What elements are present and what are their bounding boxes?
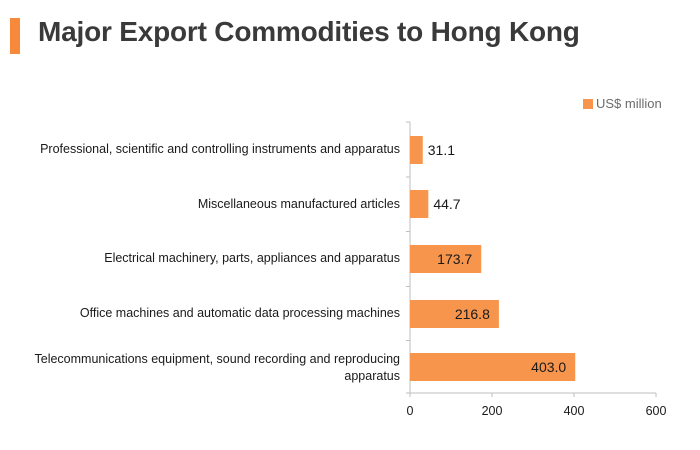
category-label: Office machines and automatic data proce…: [79, 306, 400, 320]
bar: [410, 136, 423, 164]
data-label: 44.7: [433, 196, 460, 212]
legend-swatch: [583, 98, 593, 109]
legend-label: US$ million: [596, 96, 662, 111]
category-label: Telecommunications equipment, sound reco…: [34, 352, 401, 383]
data-label: 31.1: [428, 142, 455, 158]
data-label: 173.7: [437, 251, 472, 267]
x-tick-label: 0: [407, 404, 414, 418]
bar: [410, 245, 482, 273]
data-label: 403.0: [531, 359, 566, 375]
bar: [410, 300, 499, 328]
data-label: 216.8: [455, 306, 490, 322]
legend: US$ million: [583, 96, 662, 111]
x-tick-label: 400: [564, 404, 585, 418]
bar: [410, 353, 576, 381]
x-tick-label: 200: [482, 404, 503, 418]
bar: [410, 190, 429, 218]
title-accent-bar: [10, 18, 20, 54]
category-label: Miscellaneous manufactured articles: [197, 197, 400, 211]
chart-title: Major Export Commodities to Hong Kong: [38, 16, 580, 47]
category-label: Professional, scientific and controlling…: [40, 142, 400, 156]
x-tick-label: 600: [646, 404, 667, 418]
category-label: Electrical machinery, parts, appliances …: [104, 251, 400, 265]
